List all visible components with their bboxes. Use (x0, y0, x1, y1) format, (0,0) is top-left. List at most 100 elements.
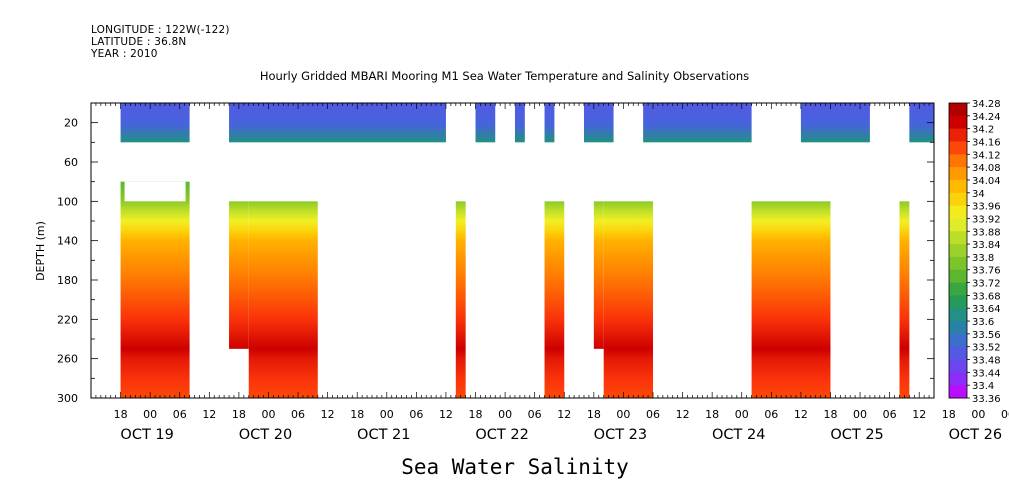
surface-salinity-segment (475, 103, 496, 143)
colorbar-segment (949, 103, 967, 117)
x-hour-tick-label: 00 (498, 408, 512, 421)
y-tick-label: 20 (64, 117, 78, 130)
deep-salinity-segment (603, 201, 653, 398)
colorbar-segment (949, 244, 967, 258)
colorbar-segment (949, 321, 967, 335)
x-hour-tick-label: 06 (528, 408, 542, 421)
deep-salinity-segment (229, 201, 249, 349)
colorbar-tick-label: 34.12 (972, 150, 1001, 161)
colorbar-tick-label: 33.68 (972, 291, 1001, 302)
surface-salinity-segment (229, 103, 446, 143)
colorbar-tick-label: 33.72 (972, 279, 1001, 290)
colorbar-segment (949, 192, 967, 207)
colorbar-tick-label: 33.36 (972, 394, 1001, 405)
longitude-label: LONGITUDE : 122W(-122) (91, 24, 230, 36)
x-hour-tick-label: 00 (971, 408, 985, 421)
latitude-label: LATITUDE : 36.8N (91, 36, 187, 48)
x-day-label: OCT 19 (120, 427, 173, 443)
colorbar-segment (949, 256, 967, 271)
colorbar-tick-label: 33.92 (972, 214, 1001, 225)
colorbar-segment (949, 141, 967, 155)
y-tick-label: 260 (57, 353, 78, 366)
colorbar-segment (949, 154, 967, 168)
colorbar-segment (949, 167, 967, 181)
y-tick-label: 100 (57, 195, 78, 208)
y-tick-label: 300 (57, 392, 78, 405)
x-hour-tick-label: 06 (646, 408, 660, 421)
deep-salinity-segment (544, 201, 565, 398)
colorbar-tick-label: 33.64 (972, 304, 1001, 315)
x-hour-tick-label: 12 (794, 408, 808, 421)
year-label: YEAR : 2010 (91, 48, 158, 60)
y-axis-label: DEPTH (m) (34, 221, 47, 281)
colorbar-tick-label: 33.88 (972, 227, 1001, 238)
x-hour-tick-label: 00 (853, 408, 867, 421)
x-hour-tick-label: 12 (912, 408, 926, 421)
x-hour-tick-label: 18 (587, 408, 601, 421)
x-hour-tick-label: 06 (1001, 408, 1009, 421)
x-hour-tick-label: 00 (261, 408, 275, 421)
x-hour-tick-label: 12 (321, 408, 335, 421)
colorbar-tick-label: 34.24 (972, 112, 1001, 123)
x-day-label: OCT 26 (949, 427, 1002, 443)
x-hour-tick-label: 06 (173, 408, 187, 421)
colorbar-tick-label: 34.28 (972, 99, 1001, 110)
surface-salinity-segment (643, 103, 752, 143)
x-day-label: OCT 22 (475, 427, 528, 443)
x-day-label: OCT 21 (357, 427, 410, 443)
colorbar-segment (949, 218, 967, 232)
x-hour-tick-label: 00 (735, 408, 749, 421)
surface-salinity-segment (800, 103, 870, 143)
colorbar-tick-label: 33.8 (972, 253, 994, 264)
x-day-label: OCT 24 (712, 427, 765, 443)
x-hour-tick-label: 00 (143, 408, 157, 421)
colorbar-tick-label: 33.56 (972, 330, 1001, 341)
surface-salinity-segment (120, 103, 190, 143)
x-day-label: OCT 23 (594, 427, 647, 443)
colorbar-segment (949, 282, 967, 296)
colorbar-segment (949, 128, 967, 142)
chart-title: Hourly Gridded MBARI Mooring M1 Sea Wate… (259, 69, 750, 83)
deep-salinity-segment (455, 201, 466, 398)
x-hour-tick-label: 18 (469, 408, 483, 421)
colorbar-segment (949, 385, 967, 399)
deep-salinity-segment (248, 201, 318, 398)
plot-area (120, 103, 934, 398)
surface-salinity-segment (544, 103, 555, 143)
colorbar-tick-label: 33.76 (972, 266, 1001, 277)
x-hour-tick-label: 18 (350, 408, 364, 421)
x-hour-tick-label: 06 (409, 408, 423, 421)
x-hour-tick-label: 12 (676, 408, 690, 421)
surface-salinity-segment (583, 103, 614, 143)
x-hour-tick-label: 00 (380, 408, 394, 421)
colorbar-tick-label: 33.44 (972, 368, 1001, 379)
axes: 18 00 06 12 18 00 06 12 18 00 06 12 18 00 06 12 18 00 06 12… (57, 103, 1009, 443)
colorbar-segment (949, 295, 967, 309)
colorbar-segment (949, 115, 967, 130)
colorbar-tick-label: 33.96 (972, 202, 1001, 213)
colorbar: 34.28 34.24 34.234.16 34.12 34.08 34.04 34 33.9… (948, 99, 1001, 405)
deep-salinity-segment (899, 201, 910, 398)
colorbar-tick-label: 33.52 (972, 343, 1001, 354)
colorbar-tick-label: 34.16 (972, 137, 1001, 148)
colorbar-tick-label: 34.04 (972, 176, 1001, 187)
colorbar-segment (949, 231, 967, 245)
colorbar-tick-label: 33.84 (972, 240, 1001, 251)
x-hour-tick-label: 18 (823, 408, 837, 421)
x-day-label: OCT 20 (239, 427, 292, 443)
colorbar-segment (949, 359, 967, 373)
y-tick-label: 60 (64, 156, 78, 169)
colorbar-segment (949, 205, 967, 219)
x-axis-label: Sea Water Salinity (401, 455, 629, 479)
x-hour-tick-label: 18 (232, 408, 246, 421)
y-tick-label: 180 (57, 274, 78, 287)
colorbar-segment (949, 308, 967, 322)
y-tick-label: 220 (57, 313, 78, 326)
x-day-label: OCT 25 (830, 427, 883, 443)
surface-salinity-segment (514, 103, 525, 143)
colorbar-segment (949, 269, 967, 284)
colorbar-tick-label: 34 (972, 189, 985, 200)
y-tick-label: 140 (57, 235, 78, 248)
x-hour-tick-label: 12 (202, 408, 216, 421)
